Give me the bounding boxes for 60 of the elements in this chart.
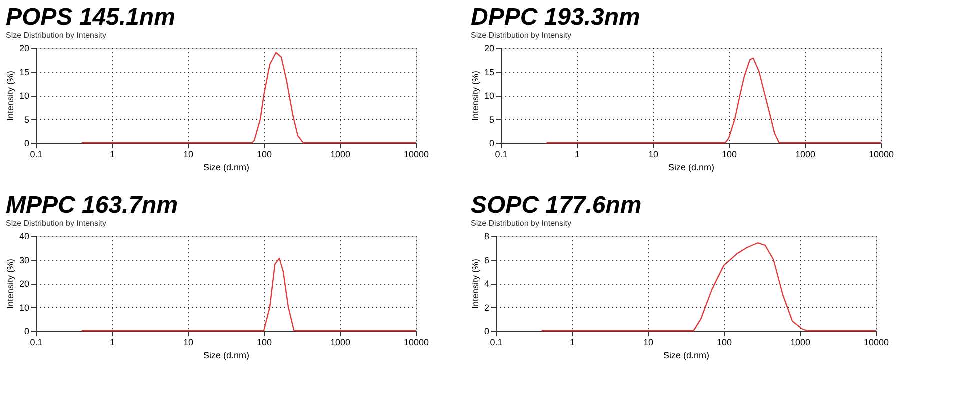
y-axis-title: Intensity (%): [470, 70, 480, 122]
y-tick-label: 10: [484, 91, 494, 101]
y-tick-label: 20: [19, 279, 30, 289]
x-tick-label: 10: [643, 338, 654, 348]
x-tick-label: 100: [256, 150, 272, 160]
x-tick-label: 1000: [330, 338, 351, 348]
chart-title: POPS 145.1nm: [6, 4, 176, 31]
x-tick-label: 0.1: [30, 338, 43, 348]
y-tick-label: 15: [19, 67, 30, 78]
x-tick-label: 10: [183, 150, 194, 160]
chart-title: SOPC 177.6nm: [470, 192, 642, 219]
chart-subtitle: Size Distribution by Intensity: [470, 219, 572, 228]
y-tick-label: 20: [19, 44, 30, 54]
x-tick-label: 10000: [864, 338, 890, 348]
chart-title: MPPC 163.7nm: [6, 192, 178, 219]
y-tick-label: 40: [19, 232, 30, 242]
y-tick-label: 0: [489, 138, 494, 148]
y-axis-title: Intensity (%): [5, 70, 16, 122]
x-tick-label: 100: [256, 338, 272, 348]
x-tick-label: 1: [574, 150, 580, 160]
y-tick-label: 8: [484, 232, 490, 242]
x-axis-title: Size (d.nm): [668, 162, 715, 172]
x-tick-label: 10000: [868, 150, 894, 160]
chart-title: DPPC 193.3nm: [470, 4, 640, 31]
x-tick-label: 10: [183, 338, 194, 348]
y-tick-label: 10: [19, 91, 30, 101]
y-tick-label: 0: [24, 326, 30, 336]
y-tick-label: 20: [484, 44, 494, 54]
x-tick-label: 0.1: [30, 150, 43, 160]
x-axis-title: Size (d.nm): [203, 162, 250, 172]
x-tick-label: 10000: [404, 150, 430, 160]
y-tick-label: 15: [484, 67, 494, 78]
y-tick-label: 30: [19, 255, 30, 266]
x-tick-label: 10000: [404, 338, 430, 348]
x-tick-label: 1: [570, 338, 576, 348]
x-axis-title: Size (d.nm): [203, 350, 250, 360]
y-tick-label: 5: [24, 114, 30, 125]
y-axis-title: Intensity (%): [5, 258, 16, 310]
chart-subtitle: Size Distribution by Intensity: [6, 219, 106, 228]
chart-subtitle: Size Distribution by Intensity: [6, 31, 106, 40]
x-tick-label: 1: [110, 338, 116, 348]
y-tick-label: 4: [484, 279, 490, 289]
y-tick-label: 0: [24, 138, 30, 148]
y-tick-label: 10: [19, 302, 30, 313]
x-tick-label: 100: [722, 150, 738, 160]
chart-subtitle: Size Distribution by Intensity: [470, 31, 572, 40]
x-tick-label: 10: [648, 150, 659, 160]
y-tick-label: 6: [484, 255, 490, 266]
x-tick-label: 1000: [790, 338, 811, 348]
x-tick-label: 1: [110, 150, 116, 160]
y-tick-label: 5: [489, 114, 494, 125]
y-tick-label: 0: [484, 326, 490, 336]
x-axis-title: Size (d.nm): [663, 350, 710, 360]
x-tick-label: 1000: [330, 150, 351, 160]
x-tick-label: 1000: [795, 150, 816, 160]
y-axis-title: Intensity (%): [470, 258, 480, 310]
y-tick-label: 2: [484, 302, 490, 313]
x-tick-label: 100: [716, 338, 732, 348]
x-tick-label: 0.1: [490, 338, 503, 348]
x-tick-label: 0.1: [495, 150, 508, 160]
